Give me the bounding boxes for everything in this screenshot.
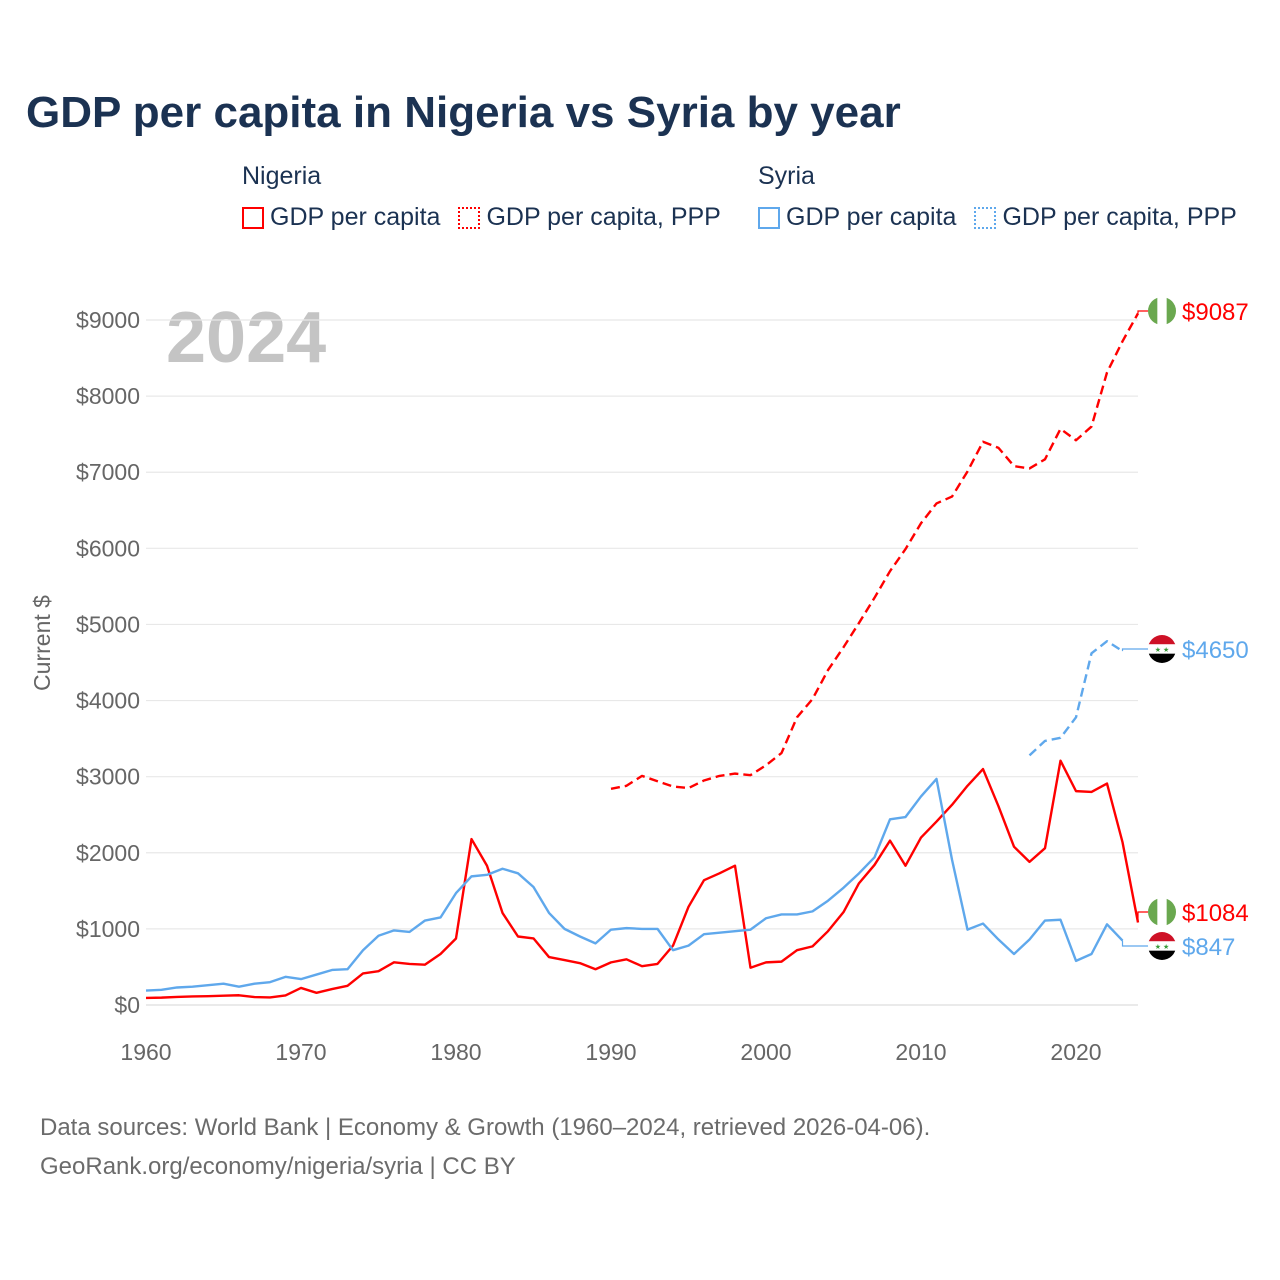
legend-item-nigeria-ppp[interactable]: GDP per capita, PPP — [458, 203, 721, 232]
series-line — [610, 312, 1140, 791]
label-connector — [1137, 911, 1150, 923]
syria-flag-icon: ★ ★ — [1148, 932, 1176, 960]
y-tick-label: $2000 — [76, 840, 140, 866]
legend-label: GDP per capita, PPP — [1002, 203, 1237, 231]
label-connector — [1121, 940, 1150, 947]
legend-item-syria-gdp[interactable]: GDP per capita — [758, 203, 956, 232]
series-line — [145, 759, 1140, 1000]
legend-item-nigeria-gdp[interactable]: GDP per capita — [242, 203, 440, 232]
legend-group-title: Nigeria — [242, 162, 322, 190]
y-tick-label: $3000 — [76, 764, 140, 790]
end-value-label: $847 — [1182, 934, 1235, 961]
y-tick-label: $8000 — [76, 383, 140, 409]
label-connector — [1121, 648, 1150, 652]
syria-flag-icon: ★ ★ — [1148, 635, 1176, 663]
legend-nigeria: Nigeria GDP per capita GDP per capita, P… — [242, 162, 721, 232]
x-tick-label: 2010 — [895, 1039, 946, 1065]
y-tick-label: $4000 — [76, 688, 140, 714]
svg-text:★ ★: ★ ★ — [1155, 943, 1170, 951]
x-tick-label: 2020 — [1050, 1039, 1101, 1065]
legend-label: GDP per capita, PPP — [486, 203, 721, 231]
legend-label: GDP per capita — [786, 203, 957, 231]
end-value-label: $4650 — [1182, 637, 1249, 664]
x-tick-label: 1980 — [430, 1039, 481, 1065]
nigeria-flag-icon — [1148, 297, 1176, 325]
legend-label: GDP per capita — [270, 203, 441, 231]
legend-item-syria-ppp[interactable]: GDP per capita, PPP — [974, 203, 1237, 232]
series-line — [1028, 639, 1124, 757]
y-tick-label: $5000 — [76, 611, 140, 637]
nigeria-flag-icon — [1148, 898, 1176, 926]
label-connector — [1137, 310, 1150, 314]
series-line — [145, 777, 1124, 992]
x-tick-label: 1990 — [585, 1039, 636, 1065]
chart-title: GDP per capita in Nigeria vs Syria by ye… — [26, 88, 901, 137]
x-tick-label: 1960 — [120, 1039, 171, 1065]
y-axis-label: Current $ — [29, 595, 55, 691]
end-value-label: $1084 — [1182, 900, 1249, 927]
legend-swatch — [974, 206, 997, 229]
legend-swatch — [242, 206, 264, 229]
svg-text:★ ★: ★ ★ — [1155, 646, 1170, 654]
legend-syria: Syria GDP per capita GDP per capita, PPP — [758, 162, 1237, 232]
y-tick-label: $6000 — [76, 535, 140, 561]
y-tick-label: $7000 — [76, 459, 140, 485]
footer: Data sources: World Bank | Economy & Gro… — [40, 1108, 930, 1186]
y-tick-label: $0 — [114, 992, 140, 1018]
x-tick-label: 1970 — [275, 1039, 326, 1065]
year-watermark: 2024 — [166, 298, 326, 378]
footer-sources: Data sources: World Bank | Economy & Gro… — [40, 1114, 931, 1141]
x-tick-label: 2000 — [740, 1039, 791, 1065]
end-value-label: $9087 — [1182, 299, 1249, 326]
footer-credit: GeoRank.org/economy/nigeria/syria | CC B… — [40, 1153, 516, 1180]
y-tick-label: $1000 — [76, 916, 140, 942]
legend-swatch — [758, 206, 780, 229]
legend-group-title: Syria — [758, 162, 815, 190]
legend-swatch — [458, 206, 481, 229]
y-tick-label: $9000 — [76, 307, 140, 333]
